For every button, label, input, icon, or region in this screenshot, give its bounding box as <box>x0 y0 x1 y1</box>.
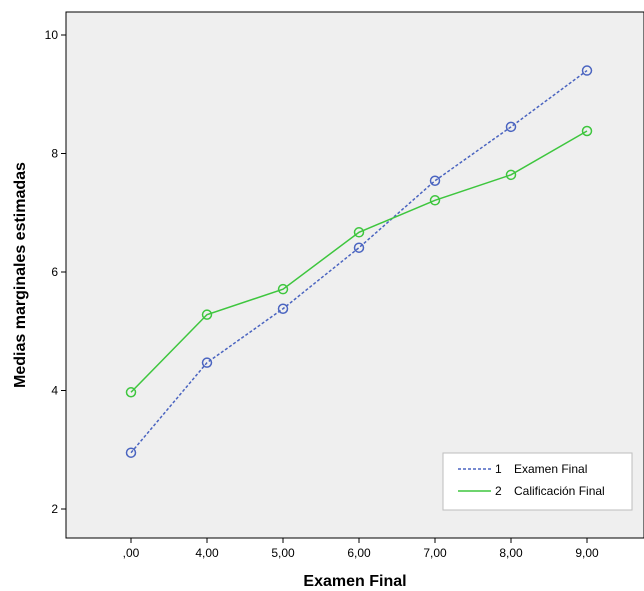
legend-box <box>442 452 633 511</box>
legend: 1 Examen Final 2 Calificación Final <box>442 452 633 511</box>
x-axis: ,00 4,00 5,00 6,00 7,00 8,00 9,00 <box>123 538 599 560</box>
series-1 <box>125 65 593 458</box>
data-point <box>277 303 289 314</box>
y-axis-title: Medias marginales estimadas <box>12 162 29 388</box>
data-point <box>353 242 365 253</box>
data-point <box>581 65 593 76</box>
y-tick-label: 6 <box>51 265 58 279</box>
x-tick-label: 6,00 <box>347 546 371 560</box>
data-point <box>201 309 213 320</box>
plot-area <box>65 11 644 539</box>
series-2 <box>125 125 593 398</box>
data-point <box>125 447 137 458</box>
data-point <box>353 227 365 238</box>
series-line <box>130 130 588 393</box>
data-point <box>277 283 289 295</box>
data-point <box>429 195 441 206</box>
y-tick-label: 8 <box>51 147 58 161</box>
x-tick-label: 4,00 <box>195 546 219 560</box>
data-point <box>201 357 213 368</box>
data-point <box>125 387 137 398</box>
legend-number: 2 <box>495 484 502 498</box>
data-point <box>581 125 593 137</box>
data-point <box>429 175 441 187</box>
y-tick-label: 4 <box>51 384 58 398</box>
series-group <box>125 65 593 458</box>
legend-label: Examen Final <box>514 462 587 476</box>
legend-number: 1 <box>495 462 502 476</box>
y-tick-label: 2 <box>51 502 58 516</box>
legend-label: Calificación Final <box>514 484 605 498</box>
data-point <box>505 121 517 133</box>
x-tick-label: ,00 <box>123 546 140 560</box>
y-tick-label: 10 <box>45 28 59 42</box>
x-tick-label: 8,00 <box>499 546 523 560</box>
x-tick-label: 9,00 <box>575 546 599 560</box>
series-line <box>130 69 588 454</box>
x-tick-label: 7,00 <box>423 546 447 560</box>
x-tick-label: 5,00 <box>271 546 295 560</box>
x-axis-title: Examen Final <box>303 573 406 590</box>
y-axis: 2 4 6 8 10 <box>45 28 66 516</box>
data-point <box>505 169 517 181</box>
